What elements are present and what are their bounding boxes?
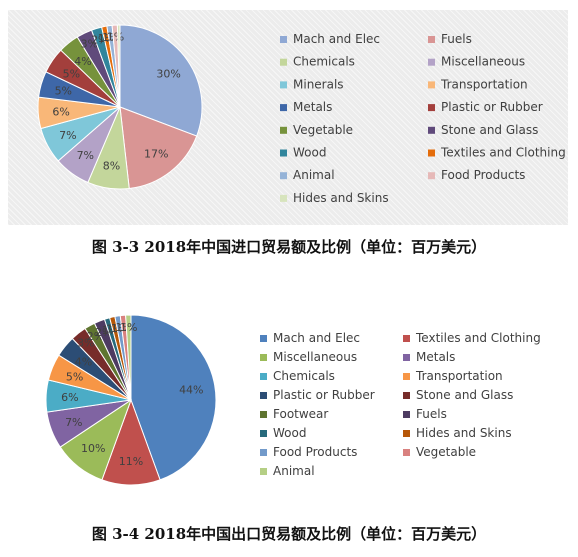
import-legend-label-fuels: Fuels bbox=[441, 32, 472, 46]
export-legend-label-transportation: Transportation bbox=[415, 369, 503, 383]
export-legend-swatch-footwear bbox=[260, 411, 267, 418]
export-legend-label-chemicals: Chemicals bbox=[273, 369, 335, 383]
import-legend-label-vegetable: Vegetable bbox=[293, 123, 353, 137]
export-pie-chart: 44%11%10%7%6%5%4%3%2%2%1%1%1%1%1%Mach an… bbox=[45, 314, 541, 486]
export-legend-label-food-products: Food Products bbox=[273, 445, 357, 459]
import-legend-label-mach-and-elec: Mach and Elec bbox=[293, 32, 380, 46]
export-legend-swatch-food-products bbox=[260, 449, 267, 456]
export-legend-label-animal: Animal bbox=[273, 464, 315, 478]
import-legend-swatch-animal bbox=[280, 172, 287, 180]
import-legend-swatch-metals bbox=[280, 104, 287, 112]
export-slice-mach-and-elec bbox=[130, 314, 217, 481]
export-data-label-mach-and-elec: 44% bbox=[179, 383, 203, 396]
import-legend-swatch-vegetable bbox=[280, 126, 287, 134]
import-legend-label-stone-and-glass: Stone and Glass bbox=[441, 123, 538, 137]
import-legend-swatch-minerals bbox=[280, 81, 287, 89]
export-slice-animal bbox=[125, 314, 132, 401]
import-legend-label-transportation: Transportation bbox=[440, 77, 528, 91]
export-legend-swatch-miscellaneous bbox=[260, 354, 267, 361]
import-legend-label-miscellaneous: Miscellaneous bbox=[441, 55, 525, 69]
export-data-label-transportation: 5% bbox=[66, 370, 83, 383]
import-legend-label-plastic-or-rubber: Plastic or Rubber bbox=[441, 100, 543, 114]
export-chart-caption: 图 3-4 2018年中国出口贸易额及比例（单位：百万美元） bbox=[91, 525, 487, 543]
import-data-label-minerals: 7% bbox=[59, 129, 76, 142]
import-legend-swatch-stone-and-glass bbox=[428, 126, 435, 134]
export-legend-label-metals: Metals bbox=[416, 350, 455, 364]
import-data-label-miscellaneous: 7% bbox=[77, 149, 94, 162]
import-slice-mach-and-elec bbox=[119, 24, 203, 137]
import-data-label-stone-and-glass: 3% bbox=[81, 38, 98, 51]
export-chart-panel: 44% 11% 10% 7% 6% 5% 4% 3% 2% 2% 1% 1% 1% 1% 1% Mach an… bbox=[30, 305, 570, 495]
import-legend-swatch-miscellaneous bbox=[428, 58, 435, 66]
import-legend-swatch-fuels bbox=[428, 36, 435, 43]
import-legend-label-textiles-and-clothing: Textiles and Clothing bbox=[440, 146, 566, 160]
export-legend-swatch-animal bbox=[260, 468, 267, 475]
export-data-label-animal: 1% bbox=[120, 321, 137, 334]
export-legend-label-stone-and-glass: Stone and Glass bbox=[416, 388, 513, 402]
export-legend-swatch-mach-and-elec bbox=[260, 335, 267, 342]
import-legend-swatch-mach-and-elec bbox=[280, 36, 287, 43]
import-legend-swatch-transportation bbox=[428, 81, 435, 89]
export-legend-label-miscellaneous: Miscellaneous bbox=[273, 350, 357, 364]
export-legend-swatch-textiles-and-clothing bbox=[403, 335, 410, 342]
import-legend-label-metals: Metals bbox=[293, 100, 332, 114]
import-data-label-food-products: 1% bbox=[107, 31, 124, 44]
import-pie-chart: 30%17%8%7%7%6%5%5%4%3%2%1%1%1% Mach and E… bbox=[37, 24, 566, 205]
export-legend-label-mach-and-elec: Mach and Elec bbox=[273, 331, 360, 345]
export-legend-swatch-stone-and-glass bbox=[403, 392, 410, 399]
export-legend-swatch-transportation bbox=[403, 373, 410, 380]
export-legend-label-vegetable: Vegetable bbox=[416, 445, 476, 459]
export-legend-label-textiles-and-clothing: Textiles and Clothing bbox=[415, 331, 541, 345]
import-data-label-plastic-or-rubber: 5% bbox=[63, 68, 80, 81]
export-legend-label-fuels: Fuels bbox=[416, 407, 447, 421]
import-data-label-metals: 5% bbox=[55, 85, 72, 98]
import-legend-swatch-food-products bbox=[428, 172, 435, 180]
import-chart-caption: 图 3-3 2018年中国进口贸易额及比例（单位：百万美元） bbox=[91, 238, 487, 256]
import-slice-fuels bbox=[119, 106, 198, 190]
import-legend-label-food-products: Food Products bbox=[441, 168, 525, 182]
import-legend-label-animal: Animal bbox=[293, 168, 335, 182]
import-legend-label-wood: Wood bbox=[293, 146, 326, 160]
export-legend-swatch-chemicals bbox=[260, 373, 267, 380]
export-data-label-metals: 7% bbox=[65, 416, 82, 429]
import-legend-swatch-wood bbox=[280, 149, 287, 157]
import-legend-swatch-plastic-or-rubber bbox=[428, 104, 435, 112]
import-slice-hides-and-skins bbox=[116, 24, 121, 108]
import-legend-swatch-textiles-and-clothing bbox=[428, 149, 435, 157]
export-legend-swatch-hides-and-skins bbox=[403, 430, 410, 437]
export-data-label-plastic-or-rubber: 4% bbox=[75, 355, 92, 368]
export-legend-swatch-vegetable bbox=[403, 449, 410, 456]
export-legend-label-hides-and-skins: Hides and Skins bbox=[416, 426, 512, 440]
import-data-label-vegetable: 4% bbox=[74, 55, 91, 68]
import-legend-label-chemicals: Chemicals bbox=[293, 55, 355, 69]
export-legend-swatch-metals bbox=[403, 354, 410, 361]
import-legend-swatch-chemicals bbox=[280, 58, 287, 66]
import-legend-label-hides-and-skins: Hides and Skins bbox=[293, 191, 389, 205]
export-legend-swatch-plastic-or-rubber bbox=[260, 392, 267, 399]
export-legend-label-wood: Wood bbox=[273, 426, 306, 440]
export-data-label-stone-and-glass: 3% bbox=[77, 337, 94, 350]
import-data-label-transportation: 6% bbox=[52, 105, 69, 118]
import-data-label-fuels: 17% bbox=[144, 148, 168, 161]
export-data-label-miscellaneous: 10% bbox=[81, 442, 105, 455]
export-legend-swatch-fuels bbox=[403, 411, 410, 418]
import-data-label-chemicals: 8% bbox=[103, 159, 120, 172]
import-legend-label-minerals: Minerals bbox=[293, 77, 344, 91]
export-data-label-textiles-and-clothing: 11% bbox=[119, 455, 143, 468]
export-legend-label-plastic-or-rubber: Plastic or Rubber bbox=[273, 388, 375, 402]
import-chart-panel: 30% 17% 8% 7% 7% 6% 5% 5% 4% 3% 2% 1% 1% 1% Mach and E… bbox=[8, 10, 568, 225]
import-legend-swatch-hides-and-skins bbox=[280, 194, 287, 202]
export-legend-swatch-wood bbox=[260, 430, 267, 437]
export-data-label-chemicals: 6% bbox=[61, 391, 78, 404]
import-data-label-mach-and-elec: 30% bbox=[156, 68, 180, 81]
export-legend-label-footwear: Footwear bbox=[273, 407, 328, 421]
